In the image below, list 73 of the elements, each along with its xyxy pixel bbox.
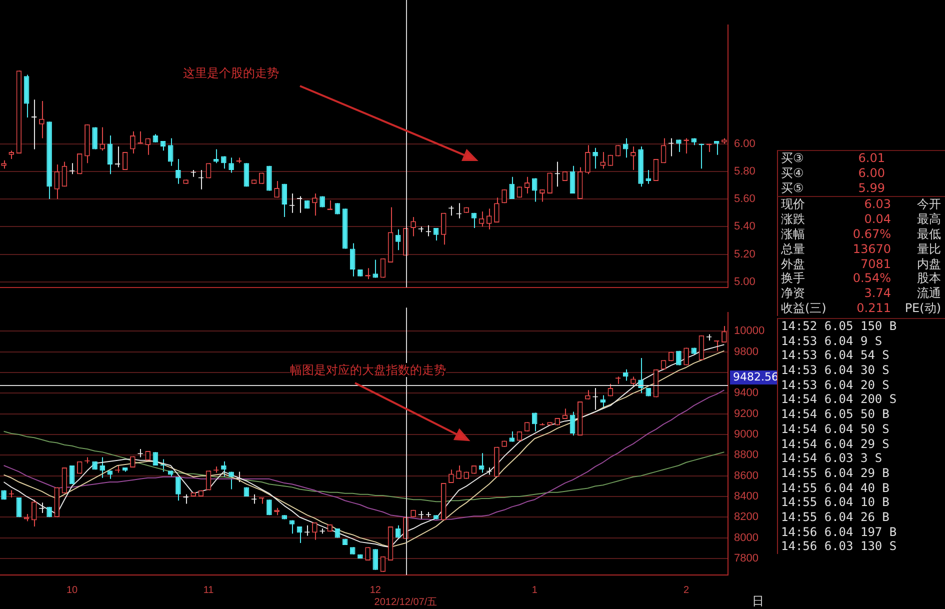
y-tick-label: 5.20 (734, 248, 756, 260)
text: 14:55 6.04 26 B (781, 510, 890, 525)
text: 买⑤ (781, 181, 805, 196)
text: 6.01 (857, 151, 885, 166)
text: 最低 (916, 226, 941, 242)
text: 0.211 (856, 301, 891, 316)
y-tick-label: 6.00 (734, 138, 756, 150)
y-tick-label: 7800 (734, 552, 758, 564)
annotation: 幅图是对应的大盘指数的走势 (290, 363, 446, 377)
text: 14:55 6.04 29 B (781, 466, 890, 481)
text: 14:54 6.04 29 S (781, 436, 890, 452)
text: 买③ (781, 151, 805, 166)
text: 今开 (916, 197, 941, 212)
y-tick-label: 8600 (734, 470, 758, 482)
text: 最高 (916, 212, 941, 227)
y-tick-label: 9200 (734, 408, 758, 420)
x-tick-label: 10 (66, 584, 78, 596)
text: 14:53 6.04 30 S (781, 363, 890, 378)
y-tick-label: 5.40 (734, 220, 756, 233)
x-tick-label: 1 (532, 584, 538, 596)
text: 14:53 6.04 54 S (781, 348, 890, 364)
text: 14:54 6.05 50 B (781, 407, 890, 422)
x-tick-label: 12 (370, 584, 382, 596)
text: 6.03 (863, 197, 891, 212)
text: 14:53 6.04 20 S (781, 378, 890, 392)
text: PE(动) (904, 301, 941, 316)
text: 14:54 6.03 3 S (781, 451, 884, 466)
text: 股本 (916, 271, 941, 286)
y-tick-label: 8200 (734, 511, 758, 524)
y-tick-label: 9400 (734, 387, 758, 400)
text: 换手 (781, 271, 806, 286)
text: 14:54 6.04 200 S (781, 392, 898, 408)
text: 总量 (781, 242, 806, 256)
text: 收益(三) (781, 301, 828, 316)
x-tick-label: 11 (203, 584, 214, 596)
y-tick-label: 5.80 (734, 165, 756, 178)
text: 14:54 6.04 50 S (781, 422, 890, 436)
x-tick-label: 2012/12/07/五 (374, 596, 438, 608)
text: 日 (752, 594, 764, 608)
text: 涨跌 (781, 212, 806, 227)
text: 3.74 (863, 286, 891, 302)
text: 0.67% (852, 226, 891, 242)
text: 流通 (916, 286, 941, 302)
text: 涨幅 (781, 226, 806, 242)
text: 5.99 (857, 181, 885, 196)
text: 内盘 (916, 256, 941, 272)
text: 7081 (859, 256, 891, 272)
text: 14:52 6.05 150 B (781, 319, 898, 334)
text: 13670 (852, 242, 891, 256)
y-tick-label: 8400 (734, 490, 758, 503)
x-tick-label: 2 (684, 584, 690, 596)
y-tick-label: 10000 (734, 325, 765, 338)
text: 6.00 (857, 166, 885, 181)
text: 14:55 6.04 10 B (781, 495, 890, 510)
y-tick-label: 5.60 (734, 193, 756, 206)
y-tick-label: 5.00 (734, 276, 756, 288)
y-tick-label: 9000 (734, 428, 758, 441)
text: 净资 (781, 286, 806, 302)
y-tick-label: 9800 (734, 346, 758, 358)
text: 现价 (781, 197, 806, 212)
text: 14:53 6.04 9 S (781, 334, 884, 348)
text: 14:56 6.04 197 B (781, 524, 898, 540)
annotation: 这里是个股的走势 (183, 66, 279, 80)
text: 0.54% (852, 271, 891, 286)
text: 0.04 (863, 212, 891, 227)
text: 买④ (781, 166, 805, 181)
text: 14:55 6.04 40 B (781, 480, 890, 496)
text: 14:56 6.03 130 S (781, 539, 898, 554)
text: 外盘 (781, 256, 806, 272)
ref-line-label: 9482.56 (733, 370, 778, 384)
text: 量比 (916, 242, 941, 256)
y-tick-label: 8000 (734, 532, 758, 544)
y-tick-label: 8800 (734, 449, 758, 462)
